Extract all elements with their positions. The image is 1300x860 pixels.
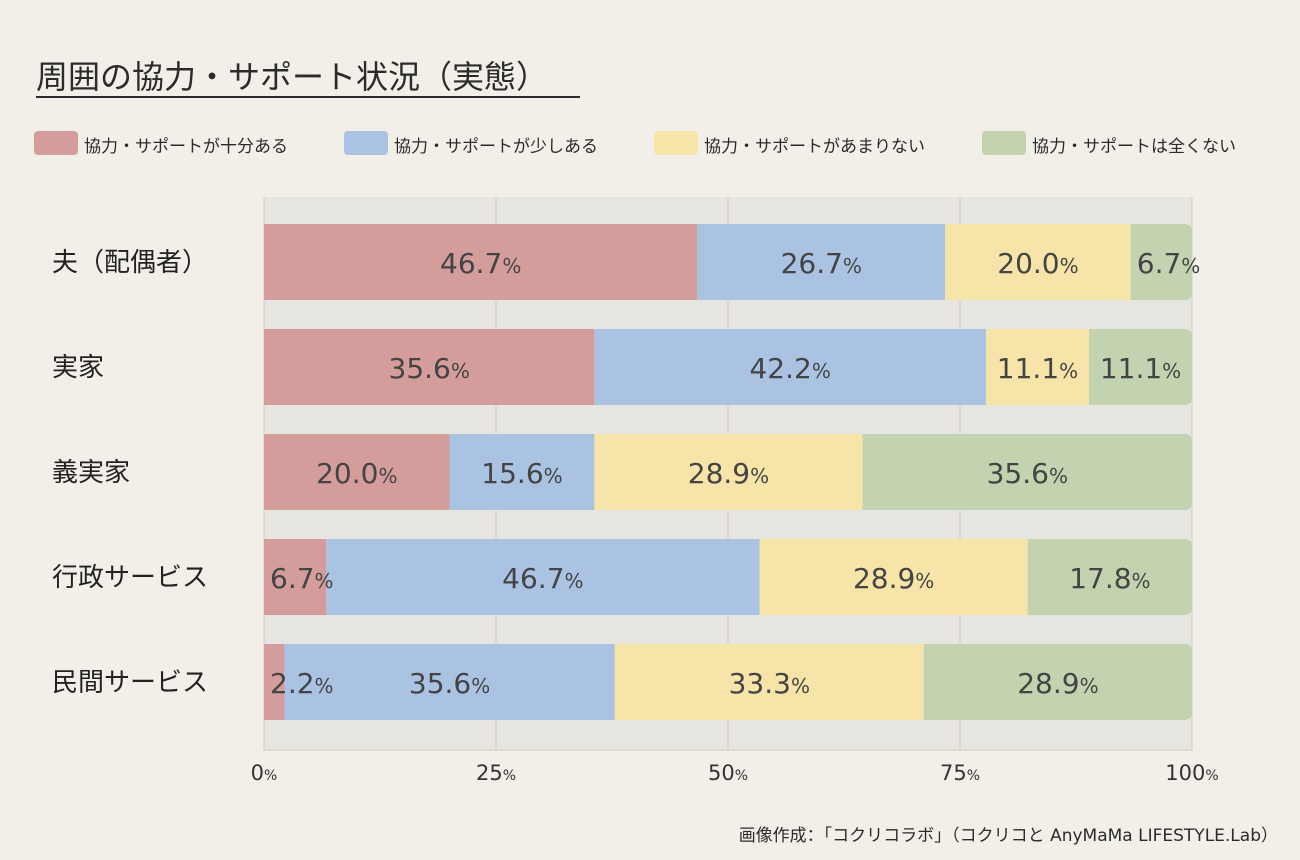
bar-segment-0-3 [1130,224,1192,300]
category-label-4: 民間サービス [52,668,208,698]
legend-label-2: 協力・サポートが少しある [394,137,598,157]
bar-segment-1-1 [594,329,986,405]
x-tick-label-2: 50% [708,761,748,785]
bar-segment-4-2 [614,644,924,720]
bar-segment-0-1 [697,224,946,300]
bar-segment-2-1 [449,434,595,510]
category-label-3: 行政サービス [52,563,208,593]
x-tick-label-3: 75% [940,761,980,785]
bar-segment-0-2 [945,224,1131,300]
image-credit: 画像作成：「コクリコラボ」（コクリコと AnyMaMa LIFESTYLE.La… [738,826,1278,846]
legend-swatch-1 [34,131,78,155]
bar-segment-1-3 [1088,329,1192,405]
category-label-2: 義実家 [52,458,130,488]
bar-segment-4-1 [284,644,615,720]
legend: 協力・サポートが十分ある 協力・サポートが少しある 協力・サポートがあまりない … [34,129,1284,157]
legend-swatch-4 [982,131,1026,155]
legend-label-1: 協力・サポートが十分ある [84,137,288,157]
bar-segment-3-1 [326,539,760,615]
bar-segment-3-3 [1027,539,1192,615]
legend-label-3: 協力・サポートがあまりない [704,137,925,157]
data-label-2-3: 35.6% [987,457,1068,490]
bar-segment-3-0 [264,539,327,615]
title-underline [36,96,580,98]
legend-swatch-3 [654,131,698,155]
bar-segment-4-3 [923,644,1192,720]
data-label-1-0: 35.6% [389,352,470,385]
x-tick-label-1: 25% [476,761,516,785]
bar-segment-2-3 [862,434,1192,510]
category-label-0: 夫（配偶者） [52,248,208,278]
bar-segment-1-0 [264,329,595,405]
data-label-3-2: 28.9% [853,562,934,595]
bar-segment-2-0 [264,434,450,510]
chart-title: 周囲の協力・サポート状況（実態） [36,58,549,96]
legend-label-4: 協力・サポートは全くない [1032,137,1236,157]
bar-segment-4-0 [264,644,285,720]
bar-segment-2-2 [594,434,863,510]
data-label-2-1: 15.6% [481,457,562,490]
x-tick-label-0: 0% [251,761,278,785]
legend-swatch-2 [344,131,388,155]
data-label-4-2: 33.3% [729,667,810,700]
x-tick-label-4: 100% [1165,761,1218,785]
category-label-1: 実家 [52,353,104,383]
bar-segment-0-0 [264,224,698,300]
bar-segment-1-2 [985,329,1089,405]
bar-segment-3-2 [759,539,1028,615]
